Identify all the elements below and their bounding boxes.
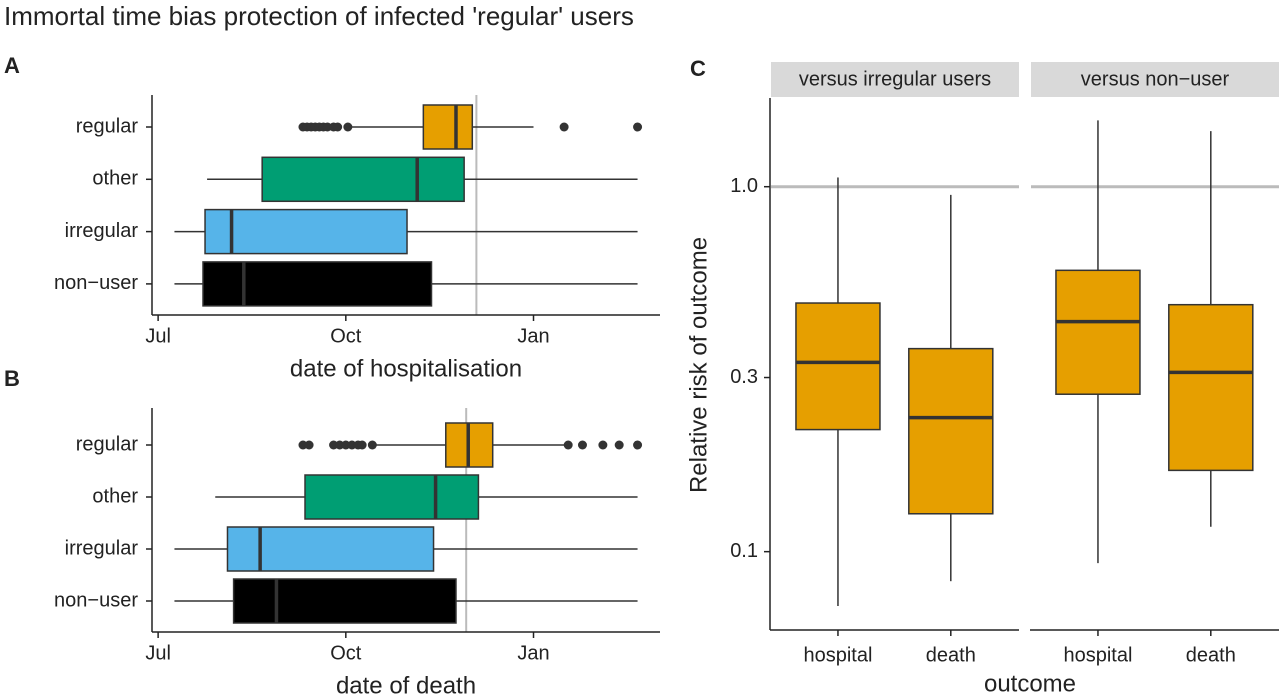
facet-label: versus non−user [1081, 68, 1230, 90]
box [202, 261, 433, 307]
box [1168, 303, 1254, 472]
outlier [304, 440, 314, 450]
panel-label: A [4, 53, 20, 78]
outlier [633, 440, 643, 450]
box [204, 208, 408, 255]
y-tick-label: other [92, 168, 138, 190]
x-tick-label: death [1186, 644, 1236, 666]
y-tick-label: 1.0 [730, 175, 758, 197]
outlier [633, 122, 643, 132]
y-tick-label: non−user [54, 272, 138, 294]
y-tick-label: irregular [65, 537, 139, 559]
outlier [357, 440, 367, 450]
y-axis-title: Relative risk of outcome [685, 237, 712, 493]
x-tick-label: death [926, 644, 976, 666]
x-axis-title: date of hospitalisation [290, 355, 522, 382]
y-tick-label: other [92, 485, 138, 507]
box [795, 302, 881, 431]
outlier [343, 122, 353, 132]
facet-strip [771, 62, 1019, 97]
facet-label: versus irregular users [799, 68, 991, 90]
x-tick-label: Jul [145, 642, 171, 664]
x-axis-title: date of death [336, 672, 476, 697]
box [422, 104, 474, 150]
outlier [333, 122, 343, 132]
facet-strip [1031, 62, 1279, 97]
outlier [563, 440, 573, 450]
y-tick-label: 0.1 [730, 540, 758, 562]
x-tick-label: Jan [517, 325, 549, 347]
figure-title: Immortal time bias protection of infecte… [4, 1, 634, 31]
x-tick-label: hospital [803, 644, 872, 666]
x-tick-label: Oct [330, 325, 362, 347]
x-tick-label: hospital [1063, 644, 1132, 666]
y-tick-label: 0.3 [730, 366, 758, 388]
box [908, 347, 994, 515]
panel-label: C [690, 56, 706, 81]
box [232, 578, 457, 624]
x-axis-title: outcome [984, 670, 1076, 697]
box [261, 156, 465, 203]
outlier [614, 440, 624, 450]
box [304, 474, 480, 520]
y-tick-label: non−user [54, 589, 138, 611]
outlier [367, 440, 377, 450]
x-tick-label: Jul [145, 325, 171, 347]
x-tick-label: Jan [517, 642, 549, 664]
outlier [559, 122, 569, 132]
y-tick-label: regular [76, 433, 139, 455]
panel-label: B [4, 366, 20, 391]
outlier [598, 440, 608, 450]
x-tick-label: Oct [330, 642, 362, 664]
box [1055, 269, 1141, 395]
y-tick-label: regular [76, 115, 139, 137]
y-tick-label: irregular [65, 220, 139, 242]
outlier [577, 440, 587, 450]
